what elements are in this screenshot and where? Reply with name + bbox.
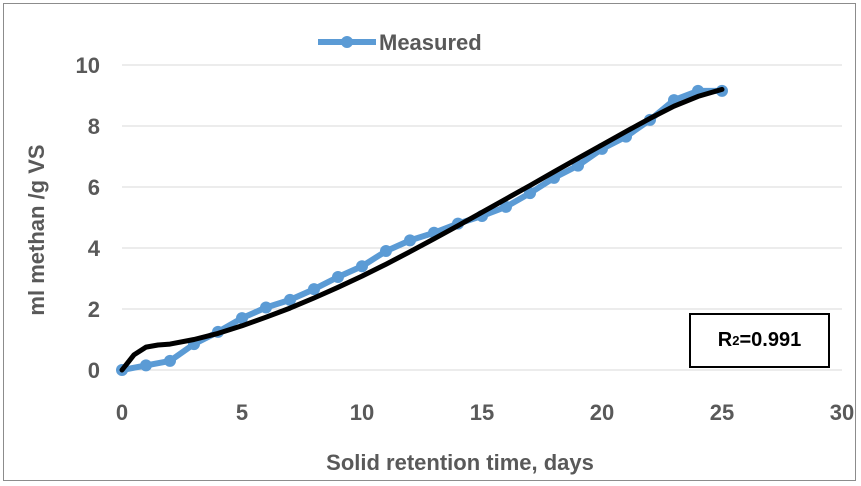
y-tick-0: 0 <box>88 358 100 383</box>
x-tick-0: 0 <box>116 400 128 425</box>
y-tick-2: 2 <box>88 297 100 322</box>
x-tick-labels: 0 5 10 15 20 25 30 <box>116 400 854 425</box>
y-tick-10: 10 <box>76 53 100 78</box>
x-tick-10: 10 <box>350 400 374 425</box>
y-tick-8: 8 <box>88 114 100 139</box>
x-axis-title: Solid retention time, days <box>326 450 594 475</box>
data-point-measured <box>380 245 392 258</box>
data-point-measured <box>308 283 320 296</box>
series-layer <box>116 84 728 376</box>
r-squared-annotation: R 2 =0.991 <box>689 313 830 368</box>
chart-frame <box>3 3 856 481</box>
fit-curve <box>119 86 725 373</box>
legend: Measured <box>318 30 482 55</box>
data-point-measured <box>404 234 416 247</box>
data-point-measured <box>140 359 152 372</box>
y-tick-4: 4 <box>88 236 101 261</box>
y-tick-labels: 0 2 4 6 8 10 <box>76 53 101 383</box>
series-line-measured <box>119 87 725 373</box>
legend-marker-measured <box>341 36 353 48</box>
legend-label-measured: Measured <box>379 30 482 55</box>
x-tick-5: 5 <box>236 400 248 425</box>
data-point-measured <box>236 312 248 325</box>
data-point-measured <box>284 293 296 306</box>
y-tick-6: 6 <box>88 175 100 200</box>
y-axis-title: ml methan /g VS <box>24 144 49 315</box>
x-tick-25: 25 <box>710 400 734 425</box>
data-point-measured <box>332 270 344 283</box>
r-squared-prefix: R <box>717 329 733 351</box>
data-point-measured <box>500 200 512 213</box>
data-point-measured <box>164 354 176 367</box>
data-point-measured <box>524 187 536 200</box>
x-tick-20: 20 <box>590 400 614 425</box>
data-point-measured <box>356 260 368 273</box>
x-tick-30: 30 <box>830 400 854 425</box>
r-squared-value: =0.991 <box>739 329 802 351</box>
r-squared-sup: 2 <box>732 333 740 348</box>
data-point-measured <box>260 301 272 314</box>
gridlines <box>122 64 842 371</box>
x-tick-15: 15 <box>470 400 494 425</box>
